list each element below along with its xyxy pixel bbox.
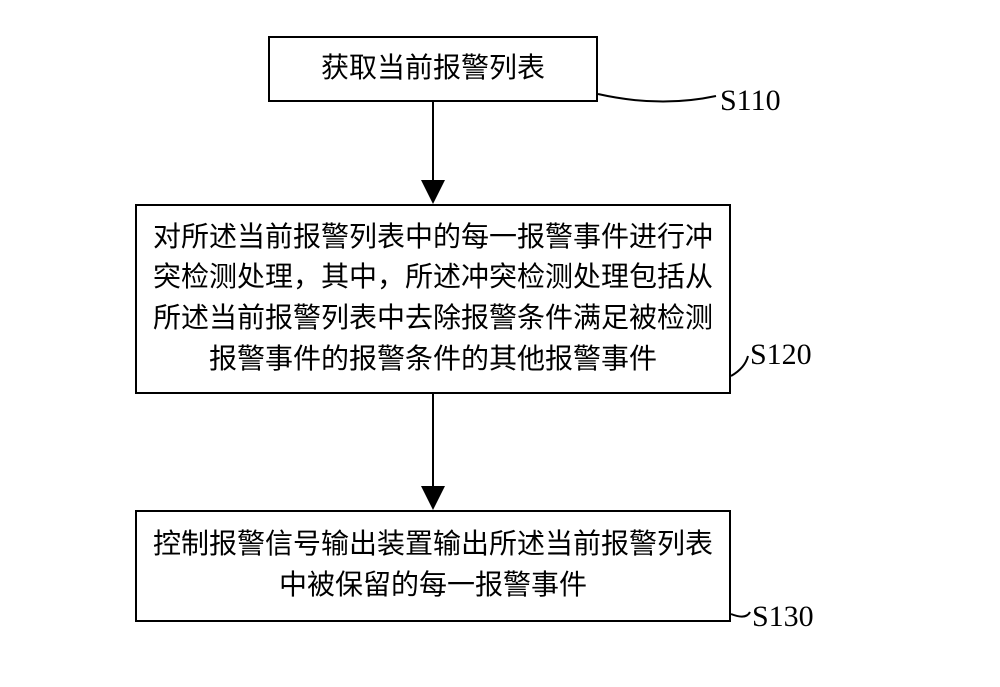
label-connector [598,94,716,102]
flowchart-canvas: 获取当前报警列表 S110 对所述当前报警列表中的每一报警事件进行冲突检测处理，… [0,0,1000,687]
flow-node-s130: 控制报警信号输出装置输出所述当前报警列表中被保留的每一报警事件 [135,510,731,622]
flow-label-s120: S120 [750,338,812,372]
label-connector [731,612,750,617]
flow-node-text: 控制报警信号输出装置输出所述当前报警列表中被保留的每一报警事件 [151,525,715,606]
flow-node-s120: 对所述当前报警列表中的每一报警事件进行冲突检测处理，其中，所述冲突检测处理包括从… [135,204,731,394]
label-connector [731,356,748,376]
flow-label-s130: S130 [752,600,814,634]
flow-label-s110: S110 [720,84,781,118]
flow-node-s110: 获取当前报警列表 [268,36,598,102]
flow-node-text: 获取当前报警列表 [321,49,545,90]
flow-node-text: 对所述当前报警列表中的每一报警事件进行冲突检测处理，其中，所述冲突检测处理包括从… [151,218,715,380]
